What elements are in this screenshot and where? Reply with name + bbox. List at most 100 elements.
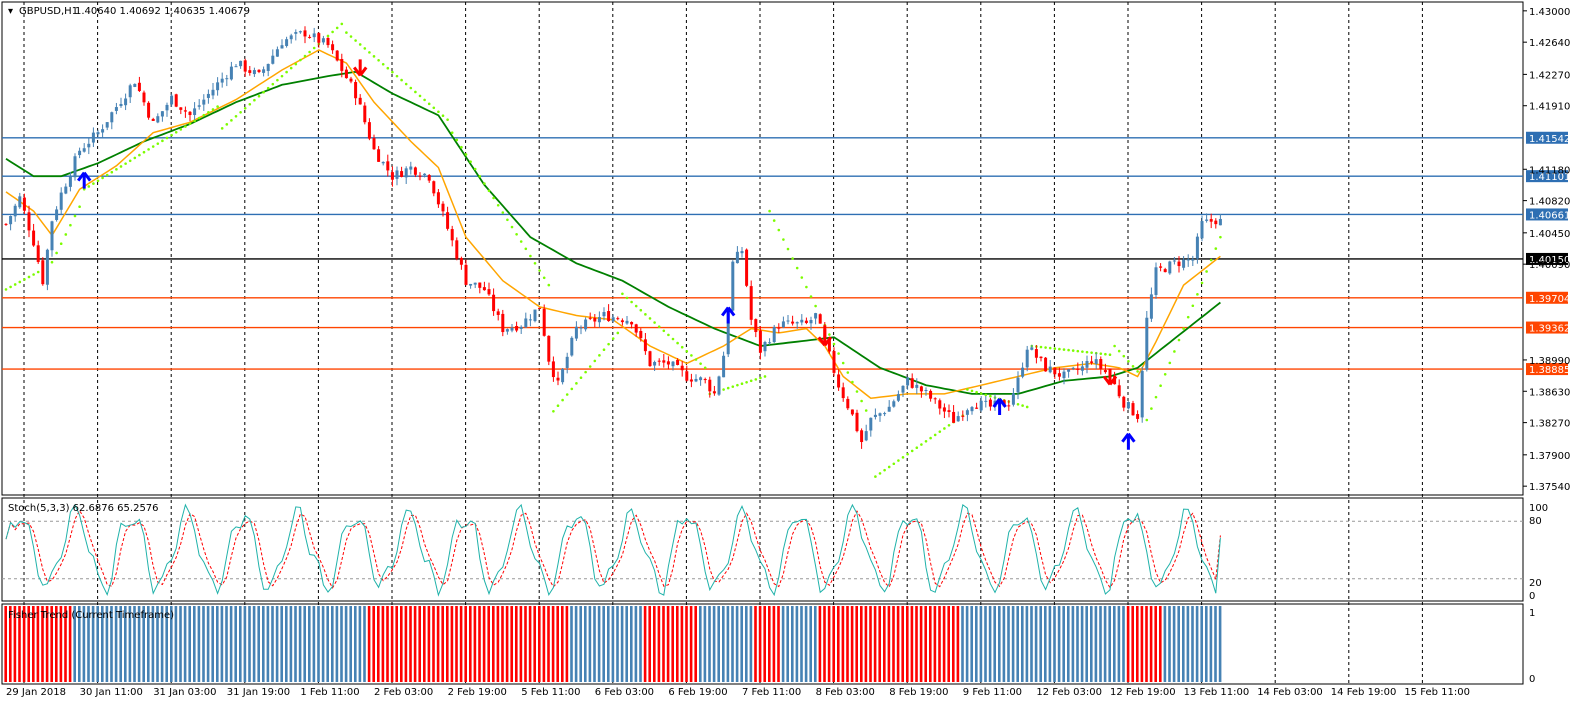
trend-bar (321, 606, 325, 682)
candle-body (579, 327, 583, 329)
sar-dot (460, 145, 463, 149)
trend-bar (942, 606, 946, 682)
sar-dot (464, 153, 468, 156)
sar-dot (450, 131, 454, 135)
candle-body (101, 129, 105, 133)
candle-body (574, 326, 578, 339)
time-tick-label: 30 Jan 11:00 (80, 687, 143, 698)
price-tick-label: 1.37540 (1529, 482, 1570, 493)
candle-body (588, 317, 592, 319)
candle-body (248, 70, 252, 73)
sar-dot (216, 105, 219, 108)
main-price-panel[interactable] (1, 1, 1524, 496)
candle-body (593, 317, 597, 322)
trend-bar (699, 606, 702, 682)
trend-bar (165, 606, 168, 682)
candle-body (988, 399, 992, 407)
time-tick-label: 12 Feb 03:00 (1036, 687, 1102, 698)
trend-bar (1154, 606, 1157, 682)
candle-body (455, 240, 459, 259)
candle-body (358, 97, 362, 105)
trend-bar (271, 606, 274, 682)
trend-bar (179, 606, 182, 682)
trend-bar (896, 606, 900, 682)
sar-dot (82, 188, 86, 191)
trend-bar (4, 606, 7, 682)
sar-dot (1163, 372, 1167, 376)
candle-body (1149, 294, 1153, 319)
sar-dot (207, 111, 210, 114)
candle-body (418, 175, 422, 177)
trend-bar (712, 606, 716, 682)
sar-dot (690, 354, 693, 357)
time-tick-label: 2 Feb 19:00 (448, 687, 507, 698)
trend-bar (873, 606, 877, 682)
trend-bar (984, 606, 987, 682)
sar-dot (1182, 327, 1185, 330)
trend-bar (492, 606, 495, 682)
trend-bar (547, 606, 550, 682)
trend-bar (892, 606, 895, 682)
stochastic-panel[interactable] (1, 497, 1524, 602)
trend-bar (1039, 606, 1042, 682)
level-label: 1.41101 (1529, 172, 1570, 183)
candle-body (1172, 260, 1176, 262)
trend-panel[interactable] (1, 603, 1524, 685)
candle-body (795, 322, 799, 324)
candle-body (611, 317, 615, 322)
trend-bar (919, 606, 923, 682)
sar-dot (763, 375, 767, 378)
sar-dot (510, 225, 514, 229)
trend-bar (708, 606, 711, 682)
sar-dot (552, 409, 555, 413)
candle-body (947, 410, 951, 412)
time-tick-label: 8 Feb 19:00 (889, 687, 948, 698)
sar-dot (584, 370, 587, 374)
candle-body (36, 245, 40, 262)
sar-dot (78, 205, 81, 209)
candle-body (1154, 267, 1158, 295)
sar-dot (372, 55, 376, 58)
trend-bar (193, 606, 196, 682)
sar-dot (128, 159, 132, 163)
candle-body (436, 192, 440, 205)
candle-body (50, 221, 54, 251)
candle-body (294, 32, 298, 34)
candle-body (597, 317, 601, 323)
trend-bar (1076, 606, 1079, 682)
candle-body (1177, 261, 1181, 267)
trend-bar (87, 606, 90, 682)
sar-dot (308, 50, 311, 54)
trend-bar (202, 606, 205, 682)
trend-bar (41, 606, 44, 682)
sar-dot (87, 185, 91, 188)
candle-body (864, 431, 868, 441)
candle-body (18, 196, 22, 208)
candle-body (814, 313, 818, 319)
trend-bar (648, 606, 651, 682)
sar-dot (1159, 384, 1162, 388)
candle-body (335, 50, 339, 61)
sar-dot (703, 366, 707, 370)
trend-bar (64, 606, 67, 682)
trend-bar (1002, 606, 1006, 682)
trend-bar (96, 606, 99, 682)
candle-body (565, 356, 569, 368)
candle-body (482, 287, 486, 291)
sar-dot (814, 304, 817, 308)
candle-body (386, 161, 390, 171)
candle-body (1039, 356, 1043, 359)
candle-body (1168, 261, 1172, 274)
sar-dot (151, 145, 155, 148)
sar-dot (1058, 347, 1061, 351)
symbol-dropdown-icon[interactable]: ▾ (8, 6, 13, 17)
sar-dot (400, 78, 403, 82)
trend-bar (878, 606, 881, 682)
trend-bar (542, 606, 546, 682)
price-axis: 1.43000 1.42640 1.42270 1.41910 1.41180 1.408… (1523, 7, 1570, 493)
sar-dot (368, 51, 371, 54)
sar-dot (455, 138, 459, 142)
sar-dot (142, 150, 146, 154)
